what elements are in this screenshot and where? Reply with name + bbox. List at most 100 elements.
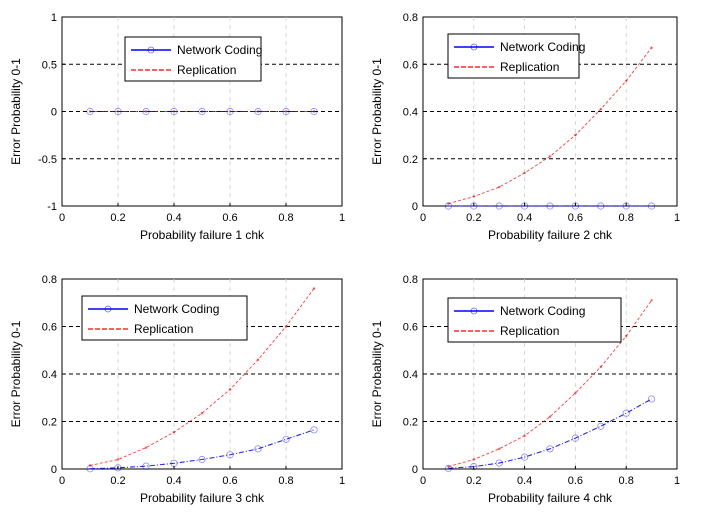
y-tick-label: 0: [412, 201, 418, 213]
data-point: [86, 465, 94, 473]
data-point: [170, 107, 178, 116]
data-point: [574, 133, 577, 137]
legend-box: [447, 297, 622, 343]
data-point: [625, 334, 628, 338]
data-point: [599, 365, 602, 369]
legend-label: Network Coding: [500, 304, 585, 318]
data-point: [226, 451, 234, 459]
series-line-1: [448, 300, 652, 468]
y-tick-label: 0.4: [42, 369, 57, 381]
data-point: [312, 287, 316, 290]
data-point: [86, 107, 94, 116]
y-tick-label: 0.5: [42, 59, 57, 71]
data-point: [622, 409, 630, 417]
data-point: [625, 79, 628, 82]
data-point: [546, 202, 554, 210]
series-line-0: [89, 429, 315, 470]
legend-label: Replication: [134, 322, 193, 336]
data-point: [548, 155, 552, 158]
y-tick-label: 0: [51, 107, 57, 119]
data-point: [520, 453, 529, 461]
data-point: [498, 447, 501, 451]
legend-label: Replication: [500, 60, 559, 74]
legend-box: [124, 36, 262, 82]
data-point: [447, 465, 450, 468]
x-tick-label: 0.2: [466, 212, 481, 224]
series-line-1: [89, 288, 315, 466]
legend: Network Coding Replication: [81, 295, 248, 341]
data-point: [256, 358, 260, 361]
y-tick-label: 0: [412, 464, 418, 476]
data-point: [599, 107, 602, 111]
y-tick-label: 0.2: [403, 417, 418, 429]
x-axis-label: Probability failure 3 chk: [140, 491, 265, 505]
y-tick-label: 0.4: [403, 369, 418, 381]
y-tick-label: 0.8: [42, 274, 57, 286]
data-point: [571, 202, 580, 210]
data-point: [310, 426, 318, 434]
legend: Network Coding Replication: [447, 297, 622, 343]
y-tick-label: 0: [51, 464, 57, 476]
data-point: [597, 422, 605, 430]
legend: Network Coding Replication: [447, 33, 585, 79]
data-point: [254, 107, 262, 116]
data-point: [470, 463, 478, 471]
legend-marker: [147, 46, 155, 54]
chart-panel-4: 0 0.2 0.4 0.6 0.8 1 0 0.2 0.4 0.6 0.8 Probability f…: [370, 274, 680, 505]
data-point: [444, 464, 452, 472]
data-point: [650, 46, 653, 49]
data-point: [144, 446, 148, 449]
data-point: [142, 462, 150, 470]
data-point: [282, 107, 290, 116]
chart-panel-1: 0 0.2 0.4 0.6 0.8 1 -1 -0.5 0 0.5 1 Probability fai…: [9, 12, 345, 242]
data-point: [571, 434, 580, 442]
chart-panel-2: 0 0.2 0.4 0.6 0.8 1 0 0.2 0.4 0.6 0.8 Probability f…: [370, 12, 680, 242]
y-tick-label: 0.2: [403, 154, 418, 166]
x-tick-label: 1: [674, 475, 680, 487]
data-point: [310, 107, 318, 116]
x-axis-label: Probability failure 1 chk: [140, 228, 265, 242]
y-tick-label: 0.8: [403, 12, 418, 24]
data-point: [523, 171, 526, 175]
legend-box: [447, 33, 580, 79]
data-point: [114, 107, 122, 116]
legend-label: Network Coding: [134, 302, 219, 316]
legend-label: Network Coding: [177, 43, 262, 57]
x-tick-label: 1: [339, 212, 345, 224]
data-point: [548, 415, 552, 418]
data-point: [597, 202, 605, 210]
data-point: [647, 395, 656, 403]
data-point: [523, 434, 526, 437]
data-point: [226, 107, 234, 116]
x-tick-label: 0.4: [166, 475, 181, 487]
data-point: [284, 325, 288, 328]
y-axis-label: Error Probability 0-1: [370, 320, 384, 427]
y-tick-label: 0.8: [403, 274, 418, 286]
x-tick-label: 0.8: [278, 475, 293, 487]
x-tick-label: 0.4: [517, 212, 532, 224]
data-point: [650, 299, 653, 302]
x-tick-label: 0.2: [110, 212, 125, 224]
x-tick-label: 0.2: [466, 475, 481, 487]
legend-label: Replication: [177, 63, 236, 77]
legend-label: Replication: [500, 324, 559, 338]
x-tick-label: 1: [674, 212, 680, 224]
data-point: [444, 202, 452, 210]
data-point: [144, 110, 148, 113]
data-point: [647, 202, 656, 210]
data-point: [142, 107, 150, 116]
y-tick-label: -1: [47, 201, 57, 213]
legend-marker: [104, 305, 112, 313]
x-tick-label: 0.8: [619, 475, 634, 487]
data-point: [574, 391, 577, 395]
y-tick-label: 0.6: [42, 322, 57, 334]
series-line-0: [448, 398, 652, 469]
x-tick-label: 0: [420, 212, 426, 224]
legend-marker: [470, 307, 478, 315]
chart-panel-3: 0 0.2 0.4 0.6 0.8 1 0 0.2 0.4 0.6 0.8 Probability f…: [9, 274, 345, 505]
data-point: [284, 110, 288, 113]
legend-label: Network Coding: [500, 40, 585, 54]
data-point: [198, 455, 206, 464]
legend-box: [81, 295, 248, 341]
data-point: [520, 202, 529, 210]
